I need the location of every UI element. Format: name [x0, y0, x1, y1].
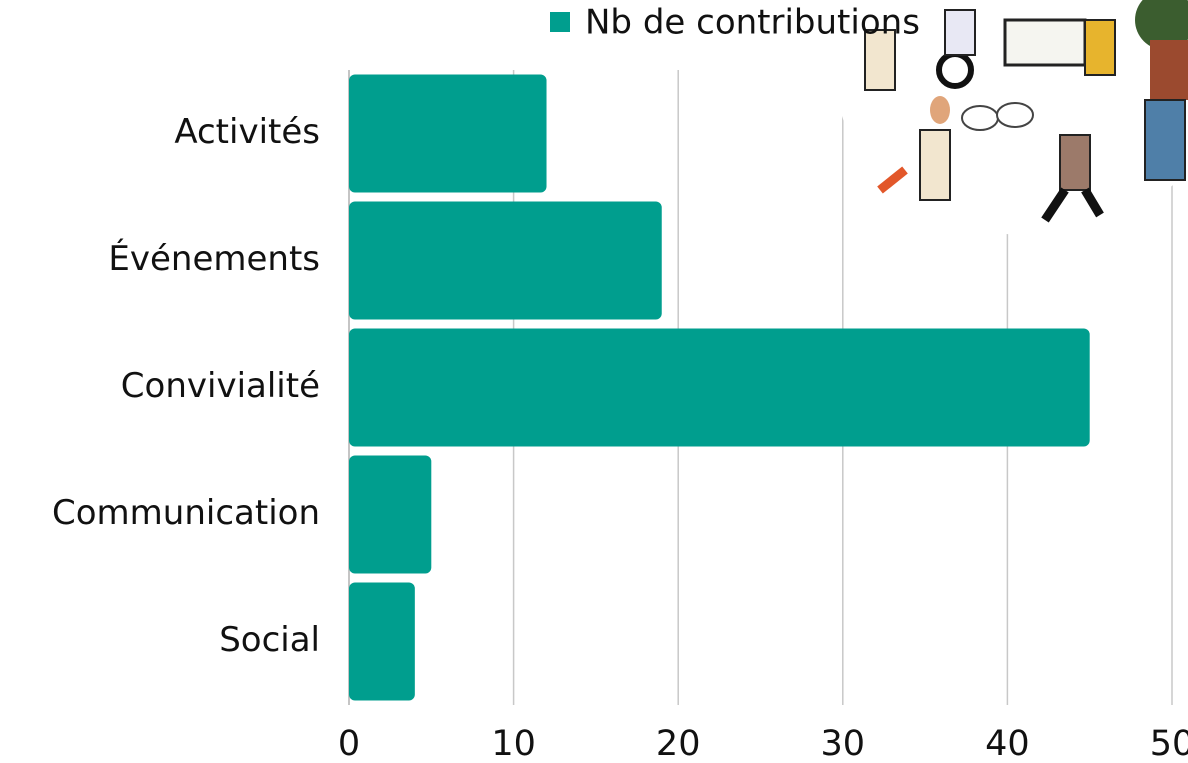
y-tick-label: Communication — [52, 493, 320, 533]
y-tick-label: Événements — [108, 238, 320, 279]
y-tick-label: Activités — [174, 112, 320, 152]
bar — [349, 455, 431, 573]
x-tick-label: 30 — [821, 724, 866, 763]
bar — [349, 582, 415, 700]
speech-bubble — [962, 106, 998, 130]
x-tick-label: 20 — [656, 724, 701, 763]
person — [920, 130, 950, 200]
person — [1085, 20, 1115, 75]
person — [1145, 100, 1185, 180]
chart: 0 10 20 30 40 50 Activités Événements Conviviali… — [0, 0, 1188, 763]
legend: Nb de contributions — [550, 3, 920, 43]
planter — [1150, 40, 1188, 100]
table — [1005, 20, 1085, 65]
bar — [349, 328, 1090, 446]
x-tick-label: 10 — [491, 724, 536, 763]
bar — [349, 201, 662, 319]
bar — [349, 74, 547, 192]
speech-bubble — [997, 103, 1033, 127]
legend-label: Nb de contributions — [585, 3, 920, 43]
y-tick-label: Convivialité — [121, 366, 320, 406]
person — [1060, 135, 1090, 190]
x-tick-label: 0 — [338, 724, 360, 763]
legend-swatch — [550, 12, 570, 32]
person — [945, 10, 975, 55]
x-tick-label: 40 — [985, 724, 1030, 763]
person-head — [930, 96, 950, 124]
y-tick-label: Social — [219, 620, 320, 660]
x-tick-label: 50 — [1150, 724, 1188, 763]
